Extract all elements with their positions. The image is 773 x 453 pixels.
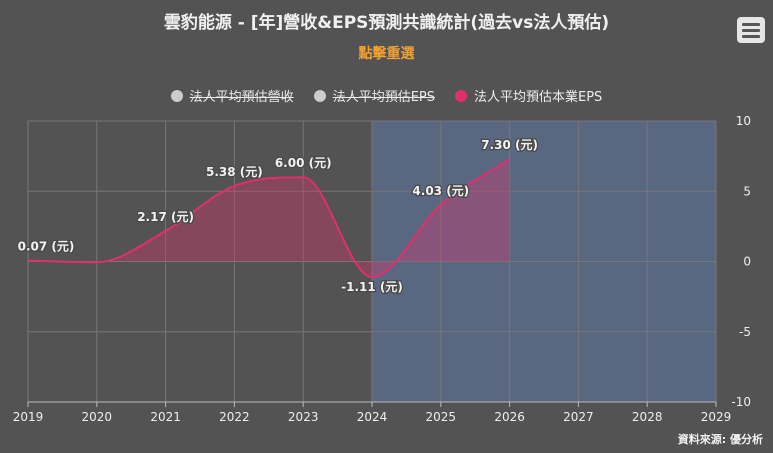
data-label: 6.00 (元) bbox=[275, 156, 332, 170]
data-label: 4.03 (元) bbox=[412, 184, 469, 198]
legend-label-revenue: 法人平均預估營收 bbox=[189, 90, 294, 105]
legend-dot-icon bbox=[170, 89, 183, 102]
y-tick-label: -10 bbox=[731, 395, 751, 409]
x-tick-label: 2024 bbox=[357, 410, 388, 424]
y-tick-label: 10 bbox=[736, 114, 751, 128]
x-tick-label: 2020 bbox=[82, 410, 113, 424]
x-tick-label: 2029 bbox=[701, 410, 732, 424]
menu-icon[interactable] bbox=[737, 17, 765, 43]
legend: 法人平均預估營收 法人平均預估EPS 法人平均預估本業EPS bbox=[0, 86, 773, 105]
x-tick-label: 2027 bbox=[563, 410, 594, 424]
series-area bbox=[28, 158, 510, 278]
legend-label-eps: 法人平均預估EPS bbox=[332, 90, 435, 105]
legend-item-revenue[interactable]: 法人平均預估營收 bbox=[170, 86, 294, 105]
legend-item-eps[interactable]: 法人平均預估EPS bbox=[313, 86, 435, 105]
data-label: -1.11 (元) bbox=[341, 280, 403, 294]
legend-item-core-eps[interactable]: 法人平均預估本業EPS bbox=[455, 86, 602, 105]
x-tick-label: 2026 bbox=[494, 410, 525, 424]
x-tick-label: 2019 bbox=[13, 410, 44, 424]
legend-dot-icon bbox=[313, 89, 326, 102]
x-tick-label: 2028 bbox=[632, 410, 663, 424]
data-label: 0.07 (元) bbox=[18, 240, 75, 254]
data-label: 2.17 (元) bbox=[137, 210, 194, 224]
reselect-link[interactable]: 點擊重選 bbox=[358, 46, 415, 62]
x-tick-label: 2021 bbox=[150, 410, 181, 424]
y-tick-label: 0 bbox=[743, 255, 751, 269]
data-label: 7.30 (元) bbox=[481, 138, 538, 152]
legend-dot-icon bbox=[455, 89, 467, 102]
series-line bbox=[27, 158, 511, 279]
x-tick-label: 2023 bbox=[288, 410, 319, 424]
credits: 資料來源: 優分析 bbox=[677, 433, 763, 446]
chart-title: 雲豹能源 - [年]營收&EPS預測共識統計(過去vs法人預估) bbox=[163, 13, 610, 33]
y-tick-label: -5 bbox=[739, 325, 751, 339]
data-label: 5.38 (元) bbox=[206, 165, 263, 179]
x-tick-label: 2022 bbox=[219, 410, 250, 424]
x-tick-label: 2025 bbox=[426, 410, 457, 424]
y-tick-label: 5 bbox=[743, 184, 751, 198]
legend-label-core-eps: 法人平均預估本業EPS bbox=[474, 90, 603, 105]
